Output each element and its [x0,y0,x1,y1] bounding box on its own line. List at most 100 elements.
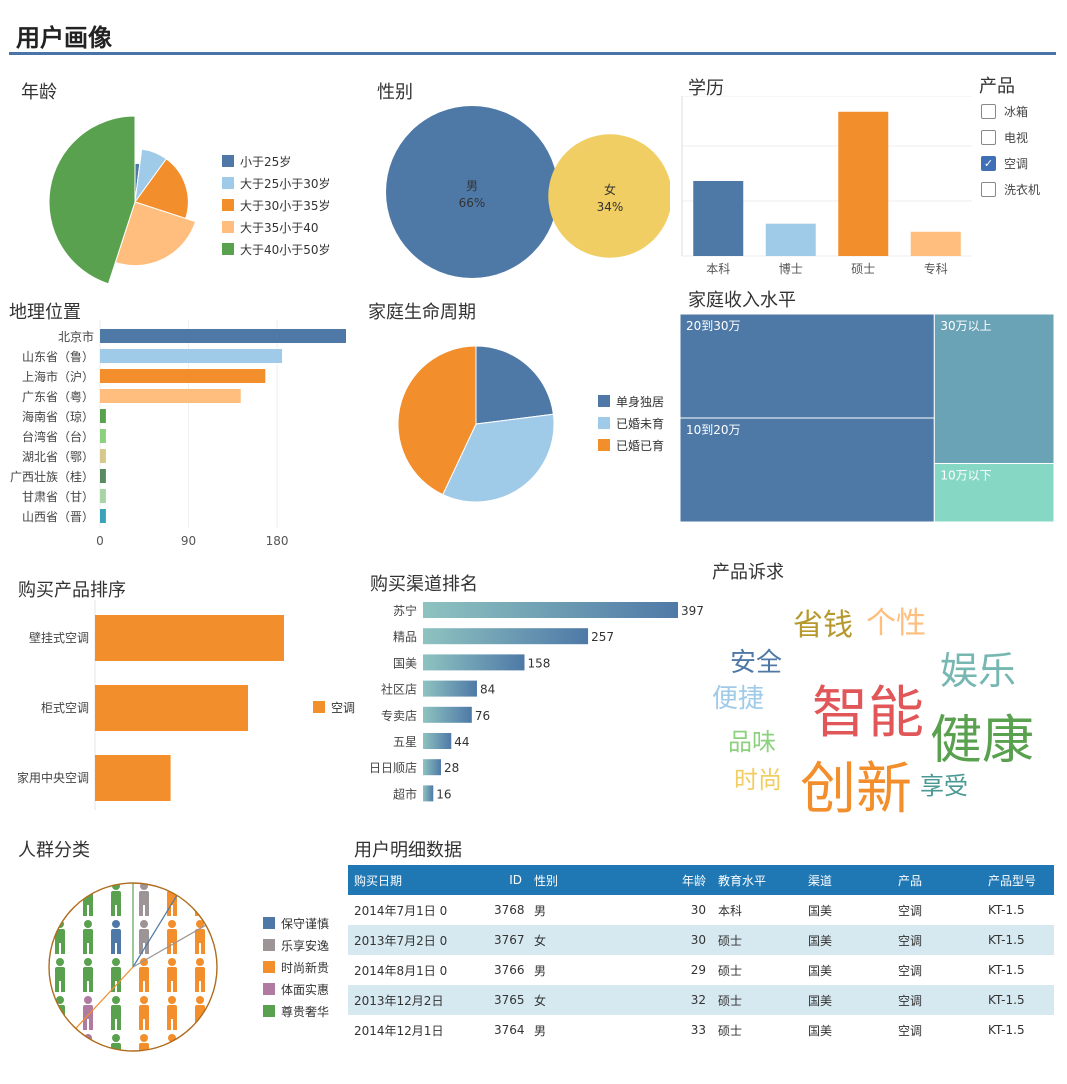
geo-bar[interactable] [100,509,106,523]
checkbox[interactable] [981,181,996,197]
x-tick-label: 90 [181,534,196,548]
geo-bar[interactable] [100,469,106,483]
wordcloud-word[interactable]: 享受 [920,772,968,800]
gender-bubble[interactable] [548,134,670,258]
geo-bar[interactable] [100,389,241,403]
legend-label: 空调 [331,700,356,715]
wordcloud-word[interactable]: 品味 [728,728,776,756]
age-legend-item[interactable]: 大于35小于40 [222,216,331,238]
legend-label: 大于35小于40 [240,220,319,235]
age-legend-item[interactable]: 大于30小于35岁 [222,194,331,216]
wordcloud-word[interactable]: 省钱 [793,608,853,643]
age-legend-item[interactable]: 大于40小于50岁 [222,238,331,260]
geo-bar[interactable] [100,449,106,463]
data-label: 28 [444,761,459,775]
person-icon [195,920,205,954]
family-slice[interactable] [475,345,554,425]
education-bar[interactable] [838,111,889,257]
family-legend-item[interactable]: 已婚未育 [598,412,664,434]
gender-bubble[interactable] [386,106,558,278]
geo-bar[interactable] [100,409,106,423]
legend-swatch [598,417,610,429]
purchase-legend: 空调 [313,696,355,718]
table-row[interactable]: 2013年12月2日 3765 女 32 硕士 国美 空调 KT-1.5 [348,985,1054,1015]
y-tick-label: 湖北省（鄂） [22,449,94,464]
family-legend-item[interactable]: 已婚已育 [598,434,664,456]
column-header[interactable]: 性别 [528,865,628,895]
legend-swatch [222,177,234,189]
channel-bar[interactable] [423,628,589,645]
family-slice[interactable] [397,345,477,496]
income-tile[interactable] [680,417,935,522]
income-tile[interactable] [933,314,1054,464]
people-legend-item[interactable]: 时尚新贵 [263,956,329,978]
channel-bar[interactable] [423,785,434,802]
people-legend-item[interactable]: 乐享安逸 [263,934,329,956]
checkbox[interactable] [981,155,996,171]
education-bar[interactable] [693,181,744,256]
checkbox[interactable] [981,129,996,145]
people-legend-item[interactable]: 保守谨慎 [263,912,329,934]
education-bar[interactable] [910,231,961,256]
age-slice[interactable] [114,201,197,267]
table-row[interactable]: 2013年7月2日 0 3767 女 30 硕士 国美 空调 KT-1.5 [348,925,1054,955]
column-header[interactable]: ID [488,865,528,895]
geo-bar[interactable] [100,349,283,363]
geo-bar[interactable] [100,329,346,343]
channel-bar[interactable] [423,733,452,749]
person-icon [167,958,177,992]
channel-bar[interactable] [423,602,678,618]
wordcloud-word[interactable]: 健康 [930,711,1035,771]
product-filter-option[interactable]: 空调 [981,150,1040,176]
age-slice[interactable] [48,115,136,285]
channel-title: 购买渠道排名 [370,574,478,595]
purchase-bar[interactable] [95,615,284,661]
column-header[interactable]: 产品 [892,865,982,895]
geo-bar[interactable] [100,369,266,383]
product-filter-option[interactable]: 冰箱 [981,98,1040,124]
product-filter-option[interactable]: 电视 [981,124,1040,150]
geo-bar[interactable] [100,429,106,443]
product-filter-option[interactable]: 洗衣机 [981,176,1040,202]
age-slice[interactable] [134,158,189,220]
table-cell: 硕士 [712,985,802,1015]
wordcloud-word[interactable]: 时尚 [734,766,782,794]
people-legend-item[interactable]: 体面实惠 [263,978,329,1000]
channel-bar[interactable] [423,680,477,697]
column-header[interactable]: 渠道 [802,865,892,895]
table-row[interactable]: 2014年12月1日 3764 男 33 硕士 国美 空调 KT-1.5 [348,1015,1054,1045]
detail-header-row: 购买日期 ID 性别 年龄 教育水平 渠道 产品 产品型号 [348,865,1054,895]
wordcloud-word[interactable]: 便捷 [712,684,765,714]
channel-bar[interactable] [423,654,525,671]
channel-bar[interactable] [423,706,472,723]
table-cell: 硕士 [718,963,743,978]
purchase-bar[interactable] [95,685,248,731]
column-header[interactable]: 教育水平 [712,865,802,895]
income-tile[interactable] [933,463,1054,523]
purchase-legend-item[interactable]: 空调 [313,696,355,718]
column-header[interactable]: 年龄 [628,865,712,895]
table-row[interactable]: 2014年8月1日 0 3766 男 29 硕士 国美 空调 KT-1.5 [348,955,1054,985]
checkbox[interactable] [981,103,996,119]
wordcloud-word[interactable]: 娱乐 [940,649,1017,693]
purchase-bar[interactable] [95,755,171,801]
table-row[interactable]: 2014年7月1日 0 3768 男 30 本科 国美 空调 KT-1.5 [348,895,1054,925]
y-tick-label: 专卖店 [381,708,417,723]
wordcloud-word[interactable]: 智能 [812,681,924,746]
channel-bar[interactable] [423,759,441,776]
age-legend-item[interactable]: 小于25岁 [222,150,331,172]
family-legend-item[interactable]: 单身独居 [598,390,664,412]
wordcloud-word[interactable]: 安全 [730,648,783,678]
wordcloud-word[interactable]: 创新 [800,757,912,822]
age-legend-item[interactable]: 大于25小于30岁 [222,172,331,194]
education-bar[interactable] [765,223,816,256]
person-icon [139,996,149,1030]
people-legend-item[interactable]: 尊贵奢华 [263,1000,329,1022]
column-header[interactable]: 购买日期 [348,865,488,895]
sector-divider [75,966,134,1029]
column-header[interactable]: 产品型号 [982,865,1054,895]
data-label: 16 [436,787,451,801]
geo-bar[interactable] [100,489,106,503]
wordcloud-word[interactable]: 个性 [866,606,926,641]
legend-swatch [263,983,275,995]
